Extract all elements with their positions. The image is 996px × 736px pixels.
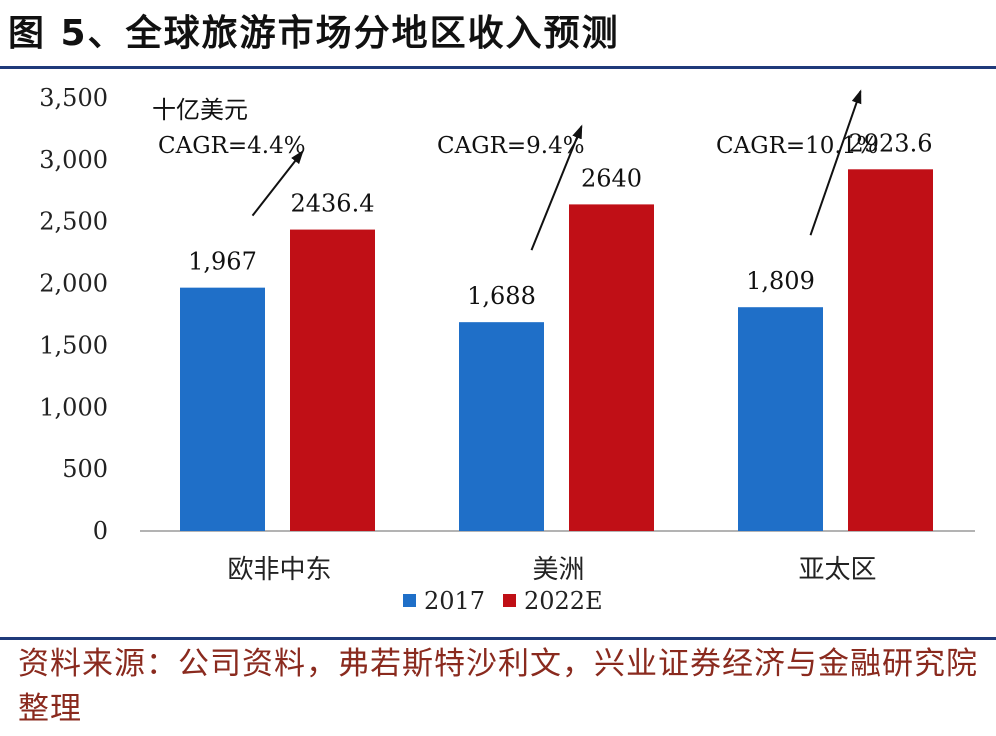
category-label: 欧非中东: [227, 555, 331, 585]
data-label: 2436.4: [291, 190, 375, 218]
category-labels: 欧非中东 美洲 亚太区: [227, 555, 876, 585]
bar-chart: 0 500 1,000 1,500 2,000 2,500 3,000 3,500 1,967…: [39, 84, 975, 615]
data-label: 2923.6: [849, 129, 933, 157]
y-tick-label: 3,500: [39, 84, 108, 112]
category-label: 美洲: [532, 555, 584, 585]
bar-2022E-2: [569, 204, 654, 531]
legend: 2017 2022E: [403, 587, 603, 615]
cagr-arrow: [530, 124, 583, 251]
legend-swatch: [503, 594, 516, 607]
data-label: 1,688: [467, 282, 536, 310]
data-label: 2640: [581, 164, 642, 192]
data-label: 1,809: [746, 267, 815, 295]
category-label: 亚太区: [798, 555, 876, 585]
y-tick-label: 1,000: [39, 393, 108, 421]
source-note: 资料来源：公司资料，弗若斯特沙利文，兴业证券经济与金融研究院整理: [18, 646, 978, 727]
bar-2017-1: [180, 287, 265, 531]
cagr-arrow: [251, 150, 304, 217]
cagr-annotations: CAGR=4.4% CAGR=9.4% CAGR=10.1%: [158, 89, 878, 251]
legend-label: 2022E: [524, 587, 603, 615]
legend-swatch: [403, 594, 416, 607]
bar-2017-2: [459, 322, 544, 531]
bar-2022E-1: [290, 229, 375, 531]
cagr-arrow: [809, 89, 862, 236]
figure-title: 图 5、全球旅游市场分地区收入预测: [8, 13, 620, 54]
source-rule: [0, 637, 996, 640]
bar-2017-3: [738, 307, 823, 531]
y-tick-label: 1,500: [39, 331, 108, 359]
data-labels: 1,967 2436.4 1,688 2640 1,809 2923.6: [188, 129, 932, 310]
y-tick-label: 500: [62, 455, 108, 483]
bar-2022E-3: [848, 169, 933, 532]
bars: [180, 169, 933, 532]
title-rule: [0, 66, 996, 69]
legend-label: 2017: [424, 587, 485, 615]
y-tick-label: 2,000: [39, 270, 108, 298]
y-axis-tick-labels: 0 500 1,000 1,500 2,000 2,500 3,000 3,500: [39, 84, 108, 545]
cagr-label: CAGR=4.4%: [158, 133, 306, 159]
y-tick-label: 0: [93, 517, 108, 545]
unit-label: 十亿美元: [152, 96, 248, 124]
cagr-label: CAGR=10.1%: [716, 133, 878, 159]
data-label: 1,967: [188, 248, 257, 276]
y-tick-label: 2,500: [39, 208, 108, 236]
cagr-label: CAGR=9.4%: [437, 133, 585, 159]
y-tick-label: 3,000: [39, 146, 108, 174]
